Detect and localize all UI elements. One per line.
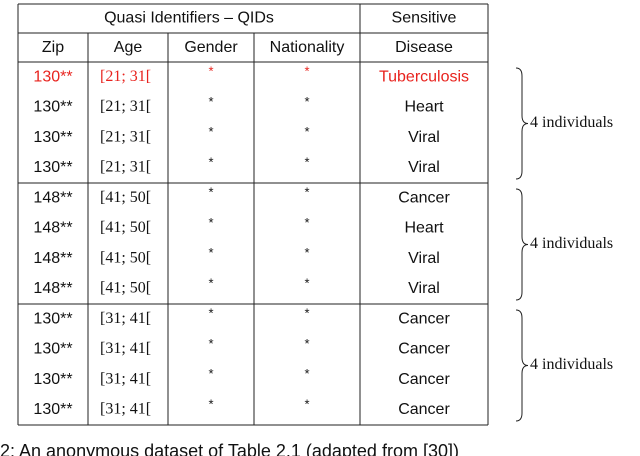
cell: 148** bbox=[33, 280, 72, 297]
cell: * bbox=[304, 154, 309, 169]
cell: [31; 41[ bbox=[100, 340, 151, 357]
column-header: Disease bbox=[395, 39, 453, 56]
cell: * bbox=[304, 396, 309, 411]
cell: * bbox=[304, 245, 309, 260]
cell: * bbox=[208, 396, 213, 411]
cell: * bbox=[208, 154, 213, 169]
group-label: 4 individuals bbox=[530, 356, 613, 373]
cell: * bbox=[304, 306, 309, 321]
brace bbox=[515, 309, 529, 422]
cell: 130** bbox=[33, 129, 72, 146]
cell: [31; 41[ bbox=[100, 310, 151, 327]
cell: Viral bbox=[408, 159, 440, 176]
column-header: Nationality bbox=[270, 39, 345, 56]
brace bbox=[515, 188, 529, 301]
cell: Tuberculosis bbox=[379, 68, 469, 85]
column-header: Zip bbox=[42, 39, 64, 56]
cell: Heart bbox=[404, 220, 444, 237]
cell: * bbox=[304, 215, 309, 230]
cell: Cancer bbox=[398, 401, 450, 418]
cell: 130** bbox=[33, 68, 72, 85]
cell: [21; 31[ bbox=[100, 128, 151, 145]
cell: Viral bbox=[408, 250, 440, 267]
group-header: Quasi Identifiers – QIDs bbox=[104, 10, 274, 27]
column-header: Gender bbox=[184, 39, 238, 56]
cell: Viral bbox=[408, 280, 440, 297]
cell: Cancer bbox=[398, 341, 450, 358]
cell: [21; 31[ bbox=[100, 159, 151, 176]
group-label: 4 individuals bbox=[530, 114, 613, 131]
cell: 130** bbox=[33, 401, 72, 418]
cell: [41; 50[ bbox=[100, 280, 151, 297]
cell: Cancer bbox=[398, 189, 450, 206]
cell: * bbox=[304, 275, 309, 290]
cell: * bbox=[304, 366, 309, 381]
cell: [41; 50[ bbox=[100, 219, 151, 236]
cell: [41; 50[ bbox=[100, 249, 151, 266]
cell: [41; 50[ bbox=[100, 189, 151, 206]
cell: [31; 41[ bbox=[100, 370, 151, 387]
cell: Heart bbox=[404, 99, 444, 116]
cell: 148** bbox=[33, 250, 72, 267]
cell: [21; 31[ bbox=[100, 98, 151, 115]
group-label: 4 individuals bbox=[530, 235, 613, 252]
group-header: Sensitive bbox=[392, 10, 457, 27]
cell: 130** bbox=[33, 341, 72, 358]
cell: * bbox=[208, 64, 213, 79]
caption: 2: An anonymous dataset of Table 2.1 (ad… bbox=[0, 441, 459, 456]
column-header: Age bbox=[114, 39, 143, 56]
cell: * bbox=[208, 185, 213, 200]
cell: 130** bbox=[33, 310, 72, 327]
cell: * bbox=[208, 124, 213, 139]
cell: * bbox=[208, 245, 213, 260]
cell: * bbox=[208, 306, 213, 321]
cell: 130** bbox=[33, 371, 72, 388]
cell: 130** bbox=[33, 99, 72, 116]
cell: * bbox=[208, 275, 213, 290]
cell: * bbox=[208, 366, 213, 381]
cell: * bbox=[208, 215, 213, 230]
cell: 148** bbox=[33, 189, 72, 206]
cell: 130** bbox=[33, 159, 72, 176]
cell: * bbox=[208, 336, 213, 351]
cell: * bbox=[304, 94, 309, 109]
cell: * bbox=[304, 64, 309, 79]
cell: * bbox=[304, 336, 309, 351]
brace bbox=[515, 67, 529, 180]
cell: Viral bbox=[408, 129, 440, 146]
cell: Cancer bbox=[398, 371, 450, 388]
cell: * bbox=[304, 124, 309, 139]
cell: [31; 41[ bbox=[100, 401, 151, 418]
cell: * bbox=[208, 94, 213, 109]
cell: 148** bbox=[33, 220, 72, 237]
cell: * bbox=[304, 185, 309, 200]
cell: Cancer bbox=[398, 310, 450, 327]
cell: [21; 31[ bbox=[100, 68, 151, 85]
